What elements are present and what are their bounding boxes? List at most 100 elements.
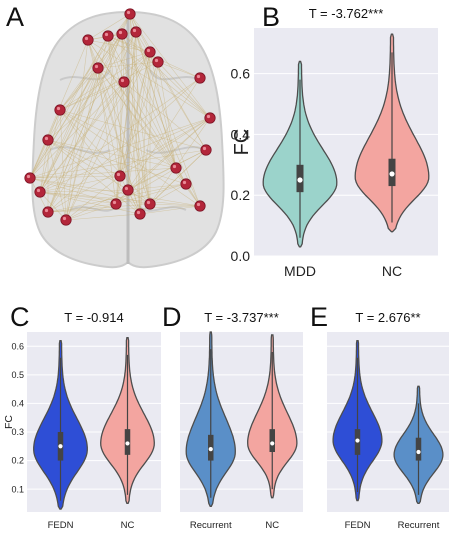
median-dot bbox=[297, 177, 303, 183]
node bbox=[102, 30, 114, 42]
edge bbox=[39, 117, 211, 193]
edge bbox=[87, 13, 131, 41]
edge bbox=[29, 167, 177, 179]
node-highlight bbox=[196, 202, 201, 207]
node-highlight bbox=[118, 30, 123, 35]
node bbox=[92, 62, 104, 74]
edge bbox=[59, 81, 125, 111]
node bbox=[110, 198, 122, 210]
node-highlight bbox=[146, 200, 151, 205]
edge bbox=[59, 109, 177, 169]
edge bbox=[107, 35, 151, 53]
y-axis-label: FC bbox=[231, 129, 253, 156]
edge bbox=[135, 31, 201, 207]
edge bbox=[59, 109, 207, 151]
edge bbox=[123, 81, 207, 151]
edge bbox=[115, 167, 177, 205]
node-highlight bbox=[172, 164, 177, 169]
node-highlight bbox=[124, 186, 129, 191]
panel-letter-e: E bbox=[310, 302, 328, 332]
edge bbox=[39, 189, 129, 193]
edge bbox=[29, 149, 207, 179]
node bbox=[54, 104, 66, 116]
node-highlight bbox=[94, 64, 99, 69]
edge bbox=[123, 81, 151, 205]
edge bbox=[107, 35, 211, 119]
edge bbox=[59, 51, 151, 111]
edge bbox=[47, 77, 201, 213]
iqr-box bbox=[269, 429, 275, 452]
node bbox=[124, 8, 136, 20]
x-tick-label: MDD bbox=[284, 263, 316, 279]
y-tick-label: 0.2 bbox=[231, 187, 251, 203]
node bbox=[116, 28, 128, 40]
edge bbox=[47, 139, 129, 191]
median-dot bbox=[389, 171, 395, 177]
x-tick-label: FEDN bbox=[48, 520, 74, 531]
edge bbox=[29, 139, 49, 179]
node-highlight bbox=[202, 146, 207, 151]
edge bbox=[65, 149, 207, 221]
edge bbox=[29, 117, 211, 179]
edge bbox=[149, 203, 201, 207]
edge bbox=[121, 33, 201, 207]
x-tick-label: NC bbox=[265, 520, 279, 531]
edge bbox=[127, 51, 151, 191]
y-tick-label: 0.3 bbox=[11, 427, 24, 437]
edge bbox=[107, 35, 151, 205]
panel-letter-d: D bbox=[162, 302, 182, 332]
edge bbox=[29, 175, 121, 179]
node bbox=[34, 186, 46, 198]
node-highlight bbox=[56, 106, 61, 111]
edge bbox=[47, 183, 187, 213]
edge bbox=[127, 183, 187, 191]
edge bbox=[47, 139, 177, 169]
panel-e: E T = 2.676** FEDN Recurrent bbox=[310, 302, 449, 531]
edge bbox=[97, 67, 187, 185]
edge bbox=[157, 61, 211, 119]
edge bbox=[39, 191, 141, 215]
edge bbox=[65, 81, 125, 221]
node bbox=[42, 134, 54, 146]
node bbox=[194, 200, 206, 212]
chart-title-c: T = -0.914 bbox=[64, 310, 123, 325]
edge bbox=[59, 67, 99, 111]
panel-d: D T = -3.737*** Recurrent NC bbox=[162, 302, 303, 531]
median-dot bbox=[125, 441, 130, 446]
x-tick-label: FEDN bbox=[345, 520, 371, 531]
edge bbox=[39, 191, 201, 207]
node-highlight bbox=[196, 74, 201, 79]
node-highlight bbox=[116, 172, 121, 177]
edge bbox=[47, 139, 187, 185]
y-tick-label: 0.6 bbox=[231, 66, 251, 82]
node bbox=[204, 112, 216, 124]
x-tick-label: NC bbox=[121, 520, 135, 531]
panel-letter-b: B bbox=[262, 2, 280, 32]
edge bbox=[87, 39, 211, 119]
edge bbox=[29, 81, 125, 179]
edge bbox=[65, 51, 151, 221]
median-dot bbox=[208, 447, 213, 452]
edge bbox=[47, 203, 151, 213]
edge bbox=[39, 175, 121, 193]
network-nodes bbox=[24, 8, 216, 226]
median-dot bbox=[355, 438, 360, 443]
edge bbox=[149, 51, 177, 169]
node bbox=[24, 172, 36, 184]
node-highlight bbox=[120, 78, 125, 83]
edge bbox=[65, 203, 117, 221]
edge bbox=[119, 117, 211, 177]
median-dot bbox=[416, 449, 421, 455]
edge bbox=[87, 39, 151, 53]
chart-title-d: T = -3.737*** bbox=[204, 310, 279, 325]
edge bbox=[121, 33, 159, 63]
node bbox=[170, 162, 182, 174]
node bbox=[194, 72, 206, 84]
node bbox=[122, 184, 134, 196]
edge bbox=[119, 33, 123, 177]
edge bbox=[127, 77, 201, 191]
node-highlight bbox=[154, 58, 159, 63]
node bbox=[144, 46, 156, 58]
node-highlight bbox=[44, 208, 49, 213]
